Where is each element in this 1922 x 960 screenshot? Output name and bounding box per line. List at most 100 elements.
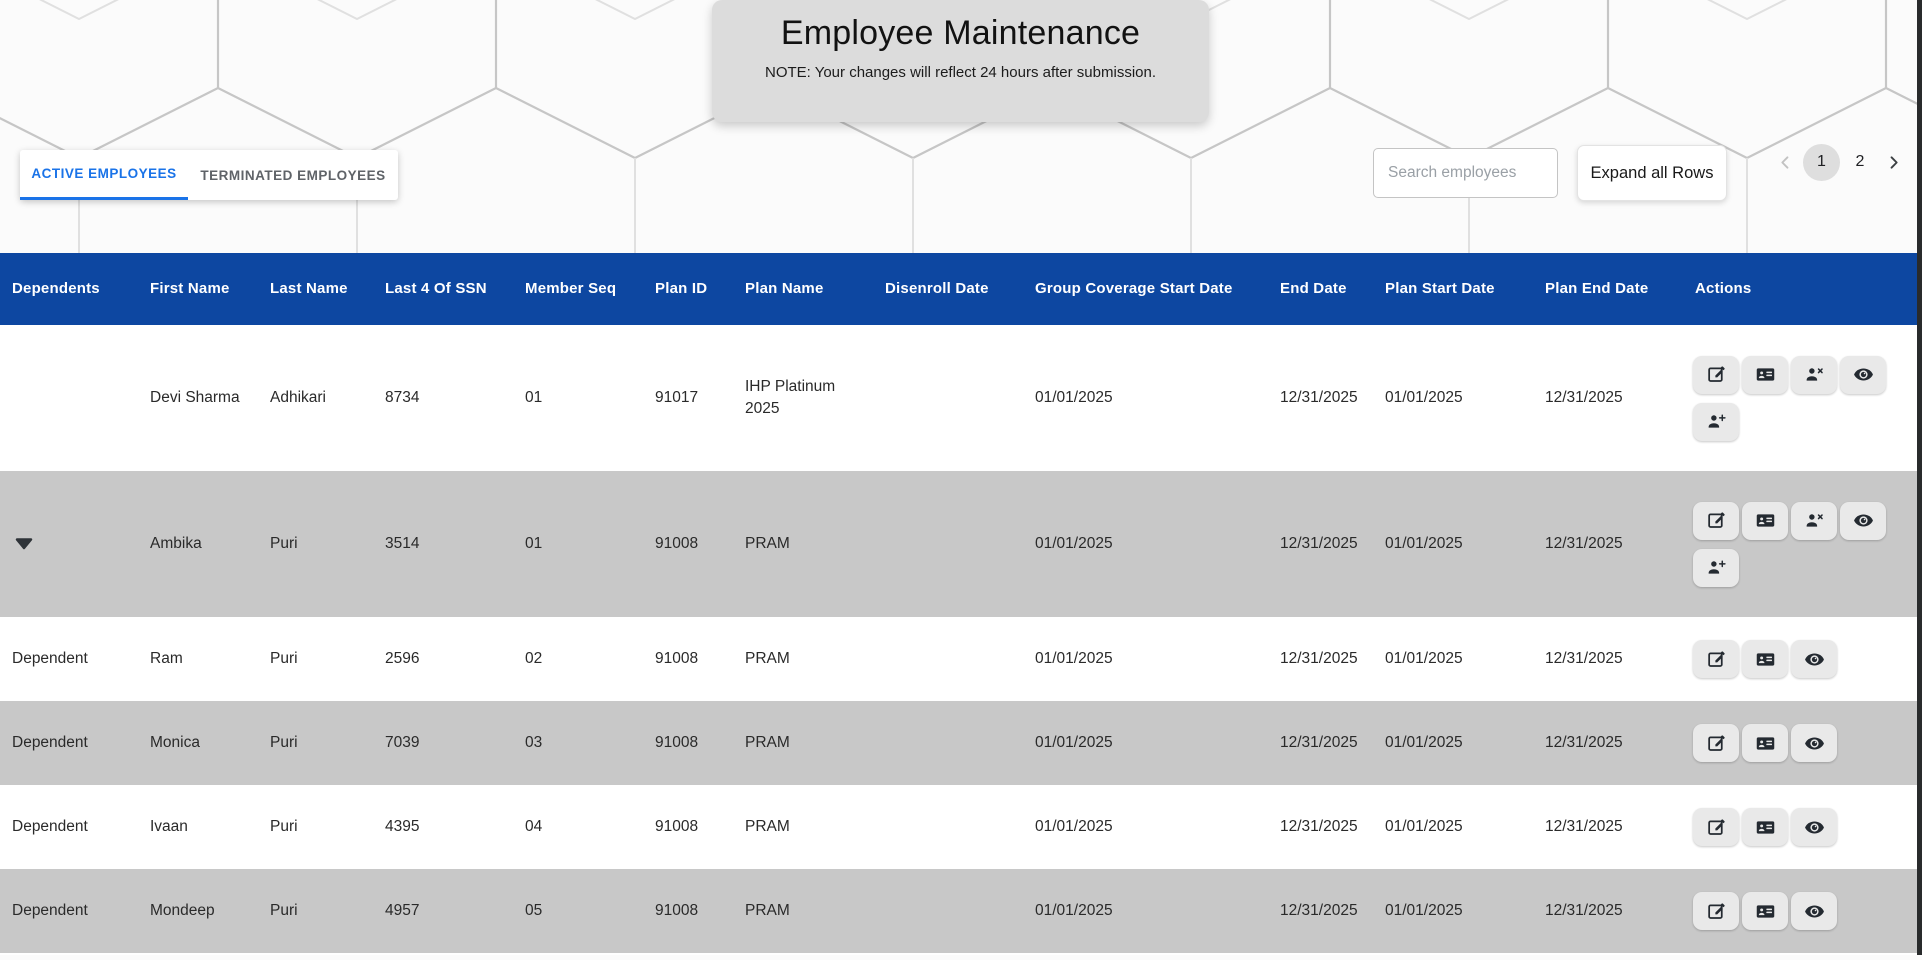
disenroll-date-cell bbox=[875, 471, 1025, 617]
edit-icon bbox=[1706, 364, 1727, 385]
id-card-icon bbox=[1755, 817, 1776, 838]
first-name-cell: Ram bbox=[150, 650, 183, 667]
page-1-button[interactable]: 1 bbox=[1803, 143, 1840, 181]
eye-button[interactable] bbox=[1840, 355, 1886, 394]
edit-button[interactable] bbox=[1693, 892, 1739, 930]
person-remove-icon bbox=[1804, 364, 1825, 385]
first-name-cell: Monica bbox=[150, 734, 200, 751]
person-remove-button[interactable] bbox=[1791, 501, 1837, 540]
person-add-button[interactable] bbox=[1693, 402, 1739, 441]
id-card-button[interactable] bbox=[1742, 892, 1788, 930]
end-date-cell: 12/31/2025 bbox=[1280, 818, 1358, 835]
dependents-cell: Dependent bbox=[12, 650, 88, 667]
plan-name-cell: PRAM bbox=[745, 650, 790, 667]
page-2-button[interactable]: 2 bbox=[1845, 144, 1875, 181]
disenroll-date-cell bbox=[875, 325, 1025, 471]
last4-ssn-cell: 4395 bbox=[385, 818, 420, 835]
edit-icon bbox=[1706, 510, 1727, 531]
last-name-cell: Puri bbox=[270, 818, 298, 835]
tab-active-employees[interactable]: ACTIVE EMPLOYEES bbox=[20, 150, 188, 200]
edit-button[interactable] bbox=[1693, 355, 1739, 394]
prev-page-button[interactable] bbox=[1772, 149, 1798, 175]
plan-start-date-cell: 01/01/2025 bbox=[1385, 902, 1463, 919]
header-cell-last-name: Last Name bbox=[270, 280, 348, 297]
id-card-button[interactable] bbox=[1742, 355, 1788, 394]
disenroll-date-cell bbox=[875, 701, 1025, 785]
eye-icon bbox=[1853, 364, 1874, 385]
eye-icon bbox=[1804, 817, 1825, 838]
id-card-button[interactable] bbox=[1742, 724, 1788, 762]
eye-button[interactable] bbox=[1840, 501, 1886, 540]
table-row: Dependent Ram Puri 2596 02 91008 PRAM 01/01/202… bbox=[0, 617, 1922, 701]
employee-tabs: ACTIVE EMPLOYEES TERMINATED EMPLOYEES bbox=[20, 150, 398, 200]
header-cell-plan-end-date: Plan End Date bbox=[1545, 280, 1649, 297]
first-name-cell: Ambika bbox=[150, 535, 202, 552]
dependents-cell bbox=[0, 471, 140, 617]
id-card-button[interactable] bbox=[1742, 808, 1788, 846]
expand-all-rows-button[interactable]: Expand all Rows bbox=[1577, 145, 1727, 201]
plan-end-date-cell: 12/31/2025 bbox=[1545, 389, 1623, 406]
table-row: Dependent Monica Puri 7039 03 91008 PRAM 01/01/… bbox=[0, 701, 1922, 785]
plan-id-cell: 91008 bbox=[655, 535, 699, 552]
group-coverage-start-date-cell: 01/01/2025 bbox=[1035, 535, 1113, 552]
edit-icon bbox=[1706, 649, 1727, 670]
plan-end-date-cell: 12/31/2025 bbox=[1545, 734, 1623, 751]
plan-end-date-cell: 12/31/2025 bbox=[1545, 902, 1623, 919]
plan-id-cell: 91017 bbox=[655, 389, 699, 406]
end-date-cell: 12/31/2025 bbox=[1280, 389, 1358, 406]
id-card-button[interactable] bbox=[1742, 640, 1788, 678]
person-add-button[interactable] bbox=[1693, 548, 1739, 587]
header-cell-disenroll-date: Disenroll Date bbox=[885, 280, 989, 297]
header-cell-actions: Actions bbox=[1695, 280, 1752, 297]
edit-button[interactable] bbox=[1693, 724, 1739, 762]
edit-button[interactable] bbox=[1693, 808, 1739, 846]
page-note: NOTE: Your changes will reflect 24 hours… bbox=[764, 64, 1157, 81]
table-row: Devi Sharma Adhikari 8734 01 91017 IHP Platin… bbox=[0, 325, 1922, 471]
eye-icon bbox=[1804, 649, 1825, 670]
edit-button[interactable] bbox=[1693, 640, 1739, 678]
chevron-right-icon bbox=[1884, 153, 1903, 172]
last4-ssn-cell: 7039 bbox=[385, 734, 420, 751]
plan-id-cell: 91008 bbox=[655, 734, 699, 751]
tab-terminated-employees[interactable]: TERMINATED EMPLOYEES bbox=[200, 167, 386, 183]
person-add-icon bbox=[1706, 557, 1727, 578]
eye-button[interactable] bbox=[1791, 724, 1837, 762]
right-edge-strip bbox=[1917, 0, 1922, 955]
plan-name-cell: PRAM bbox=[745, 818, 790, 835]
last4-ssn-cell: 2596 bbox=[385, 650, 420, 667]
plan-name-cell: PRAM bbox=[745, 734, 790, 751]
search-input[interactable] bbox=[1373, 148, 1558, 198]
arrow-drop-down-icon bbox=[12, 532, 36, 556]
id-card-button[interactable] bbox=[1742, 501, 1788, 540]
table-body: Devi Sharma Adhikari 8734 01 91017 IHP Platin… bbox=[0, 325, 1922, 953]
header-cell-plan-name: Plan Name bbox=[745, 280, 824, 297]
plan-start-date-cell: 01/01/2025 bbox=[1385, 734, 1463, 751]
person-remove-button[interactable] bbox=[1791, 355, 1837, 394]
plan-end-date-cell: 12/31/2025 bbox=[1545, 650, 1623, 667]
id-card-icon bbox=[1755, 733, 1776, 754]
last4-ssn-cell: 4957 bbox=[385, 902, 420, 919]
first-name-cell: Mondeep bbox=[150, 902, 215, 919]
header-cell-first-name: First Name bbox=[150, 280, 230, 297]
plan-end-date-cell: 12/31/2025 bbox=[1545, 818, 1623, 835]
eye-icon bbox=[1804, 901, 1825, 922]
edit-button[interactable] bbox=[1693, 501, 1739, 540]
actions-cell bbox=[1685, 701, 1922, 785]
eye-button[interactable] bbox=[1791, 640, 1837, 678]
eye-button[interactable] bbox=[1791, 892, 1837, 930]
plan-name-cell: IHP Platinum 2025 bbox=[745, 378, 836, 417]
group-coverage-start-date-cell: 01/01/2025 bbox=[1035, 389, 1113, 406]
plan-start-date-cell: 01/01/2025 bbox=[1385, 535, 1463, 552]
table-row: Dependent Mondeep Puri 4957 05 91008 PRAM 01/01… bbox=[0, 869, 1922, 953]
last-name-cell: Puri bbox=[270, 734, 298, 751]
disenroll-date-cell bbox=[875, 617, 1025, 701]
group-coverage-start-date-cell: 01/01/2025 bbox=[1035, 734, 1113, 751]
plan-name-cell: PRAM bbox=[745, 535, 790, 552]
member-seq-cell: 02 bbox=[525, 650, 543, 667]
next-page-button[interactable] bbox=[1880, 149, 1906, 175]
eye-button[interactable] bbox=[1791, 808, 1837, 846]
last-name-cell: Adhikari bbox=[270, 389, 326, 406]
pagination: 1 2 bbox=[1772, 141, 1906, 183]
member-seq-cell: 01 bbox=[525, 535, 543, 552]
expand-dependents-toggle[interactable] bbox=[12, 531, 38, 557]
